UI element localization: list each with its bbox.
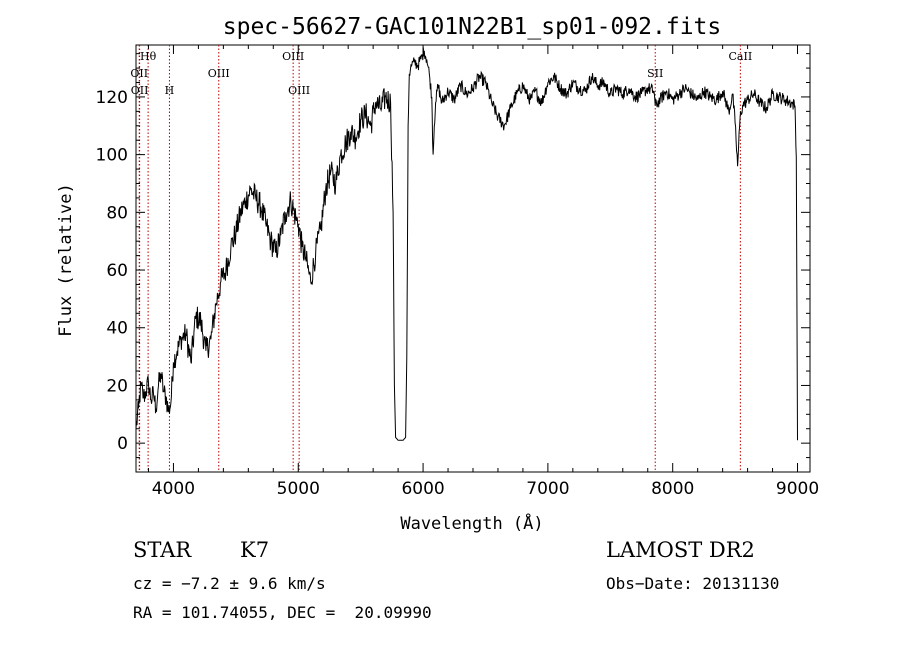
spectrum-line: [135, 47, 798, 441]
observation-date: Obs−Date: 20131130: [606, 574, 780, 593]
y-axis-label: Flux (relative): [56, 183, 76, 337]
y-tick-label: 20: [106, 376, 128, 396]
y-tick-label: 100: [96, 146, 128, 166]
emission-line-markers: HθOIIOIIHOIIIOIIIOIIISIICaII: [130, 45, 752, 472]
x-tick-label: 8000: [651, 479, 694, 499]
x-tick-label: 7000: [526, 479, 569, 499]
axis-ticks: 4000 5000 6000 7000 8000 9000 0 20 40 60 80 100 120: [96, 45, 819, 499]
y-tick-label: 0: [117, 434, 128, 454]
x-tick-label: 4000: [152, 479, 195, 499]
ra-dec-coordinates: RA = 101.74055, DEC = 20.09990: [133, 603, 432, 622]
plot-frame: [135, 44, 811, 473]
y-tick-label: 40: [106, 319, 128, 339]
chart-title: spec-56627-GAC101N22B1_sp01-092.fits: [223, 14, 722, 40]
spectrum-chart: spec-56627-GAC101N22B1_sp01-092.fits Hθ O…: [56, 14, 819, 534]
x-tick-label: 9000: [776, 479, 819, 499]
x-axis-label: Wavelength (Å): [400, 512, 543, 534]
line-marker-label: Hθ: [140, 50, 157, 63]
survey-name: LAMOST DR2: [606, 538, 755, 562]
object-subclass: K7: [240, 538, 270, 562]
line-marker-label: CaII: [729, 50, 753, 63]
y-tick-label: 60: [106, 261, 128, 281]
redshift-velocity: cz = −7.2 ± 9.6 km/s: [133, 574, 326, 593]
y-tick-label: 120: [96, 88, 128, 108]
line-marker-label: OII: [131, 84, 149, 97]
x-tick-label: 5000: [277, 479, 320, 499]
object-type: STAR: [133, 538, 192, 562]
line-marker-label: SII: [647, 67, 663, 80]
line-marker-label: OIII: [208, 67, 230, 80]
line-marker-label: OIII: [288, 84, 310, 97]
line-marker-label: OIII: [282, 50, 304, 63]
y-tick-label: 80: [106, 203, 128, 223]
line-marker-label: H: [165, 84, 175, 97]
x-tick-label: 6000: [401, 479, 444, 499]
